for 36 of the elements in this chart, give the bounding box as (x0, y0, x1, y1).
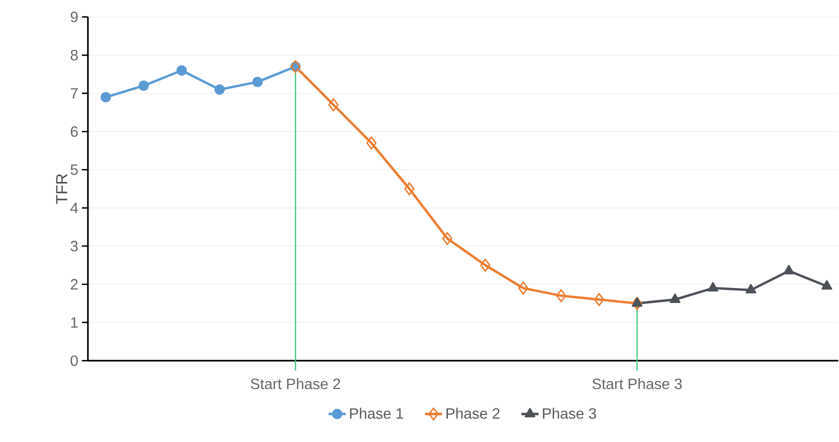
point (632, 297, 642, 310)
point (480, 258, 490, 272)
y-tick-label: 8 (70, 50, 78, 61)
point (670, 294, 680, 304)
point (708, 282, 718, 292)
point (100, 92, 111, 103)
point (138, 80, 149, 92)
legend-label: Phase 3 (542, 408, 596, 420)
point (176, 65, 187, 76)
point (556, 289, 566, 302)
point (366, 136, 376, 150)
point (442, 232, 452, 246)
y-tick-label: 1 (71, 318, 78, 328)
y-axis-title: TFR (56, 174, 68, 204)
point (328, 98, 339, 112)
legend-label: Phase 2 (446, 408, 500, 420)
point (214, 84, 225, 95)
y-tick-label: 6 (70, 126, 78, 138)
y-tick-label: 4 (70, 202, 78, 214)
point (252, 76, 263, 88)
point (404, 182, 414, 196)
legend-label: Phase 1 (350, 408, 404, 420)
x-tick-label: Start Phase 3 (592, 378, 682, 390)
point (594, 293, 604, 306)
point (746, 284, 756, 294)
y-tick-label: 7 (70, 88, 78, 99)
x-tick-label: Start Phase 2 (250, 378, 340, 390)
y-tick-label: 0 (70, 356, 78, 366)
y-tick-label: 9 (70, 12, 78, 22)
point (632, 297, 642, 307)
y-tick-label: 3 (70, 240, 78, 252)
y-tick-label: 2 (70, 279, 78, 290)
y-tick-label: 5 (70, 164, 78, 176)
point (784, 265, 794, 275)
point (518, 282, 528, 295)
point (821, 280, 832, 290)
